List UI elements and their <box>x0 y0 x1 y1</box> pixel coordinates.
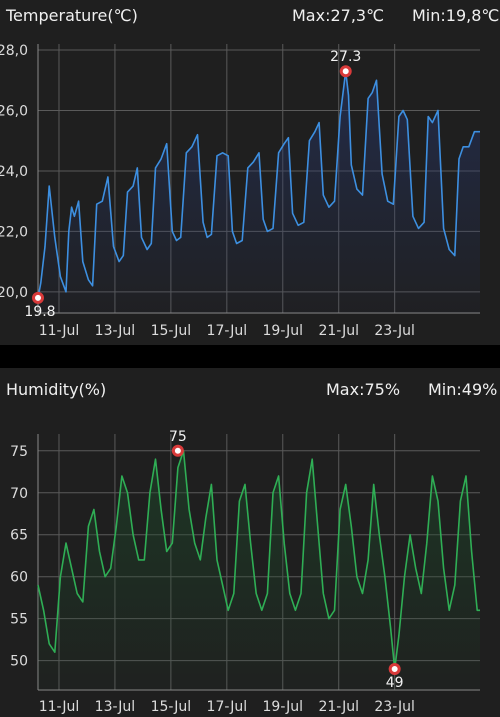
temperature-x-tick-label: 15-Jul <box>151 323 192 339</box>
humidity-series-line <box>37 450 480 670</box>
humidity-x-tick-label: 11-Jul <box>39 699 80 715</box>
humidity-y-tick-label: 75 <box>10 444 28 460</box>
temperature-min: Min:19,8℃ <box>412 6 500 25</box>
temperature-y-tick-label: 26,0 <box>0 103 28 119</box>
temperature-x-tick-label: 21-Jul <box>318 323 359 339</box>
temperature-x-tick-label: 17-Jul <box>207 323 248 339</box>
humidity-y-tick-label: 70 <box>10 486 28 502</box>
humidity-min-marker <box>388 663 401 676</box>
temperature-min-label: 19.8 <box>24 304 55 320</box>
humidity-max-label: 75 <box>169 429 187 445</box>
temperature-x-tick-label: 23-Jul <box>374 323 415 339</box>
temperature-y-tick-label: 28,0 <box>0 43 28 59</box>
humidity-x-tick-label: 17-Jul <box>207 699 248 715</box>
temperature-min-marker <box>32 291 44 304</box>
temperature-y-tick-label: 22,0 <box>0 224 28 240</box>
humidity-max: Max:75% <box>326 380 401 399</box>
humidity-x-tick-label: 13-Jul <box>95 699 136 715</box>
humidity-y-tick-label: 65 <box>10 528 28 544</box>
humidity-min-label: 49 <box>386 675 404 691</box>
temperature-title: Temperature(℃) <box>6 6 138 25</box>
humidity-y-tick-label: 50 <box>10 654 28 670</box>
temperature-x-tick-label: 13-Jul <box>95 323 136 339</box>
temperature-x-tick-label: 11-Jul <box>39 323 80 339</box>
humidity-x-tick-label: 21-Jul <box>318 699 359 715</box>
temperature-series-line <box>37 70 480 299</box>
temperature-chart: 20,0 22,0 24,0 26,0 28,0 11-Jul 13-Jul 15-Jul 17… <box>0 43 480 339</box>
humidity-y-tick-label: 60 <box>10 570 28 586</box>
humidity-x-tick-label: 23-Jul <box>374 699 415 715</box>
humidity-chart: 50 55 60 65 70 75 11-Jul 13-Jul 15-Jul 17-Jul 19-J… <box>10 429 480 715</box>
humidity-max-marker <box>171 444 184 457</box>
temperature-max-marker <box>339 65 352 78</box>
temperature-max-label: 27.3 <box>330 49 361 65</box>
humidity-title: Humidity(%) <box>6 380 107 399</box>
humidity-panel: Humidity(%) Max:75% Min:49% 50 55 60 65 70 75… <box>0 368 500 717</box>
humidity-y-tick-label: 55 <box>10 612 28 628</box>
temperature-area-fill <box>38 71 480 313</box>
humidity-x-tick-label: 15-Jul <box>151 699 192 715</box>
humidity-x-tick-label: 19-Jul <box>263 699 304 715</box>
humidity-min: Min:49% <box>428 380 498 399</box>
temperature-y-tick-label: 20,0 <box>0 285 28 301</box>
temperature-y-tick-label: 24,0 <box>0 164 28 180</box>
temperature-panel: Temperature(℃) Max:27,3℃ Min:19,8℃ 20,0 2… <box>0 0 500 345</box>
temperature-max: Max:27,3℃ <box>292 6 385 25</box>
temperature-x-tick-label: 19-Jul <box>263 323 304 339</box>
